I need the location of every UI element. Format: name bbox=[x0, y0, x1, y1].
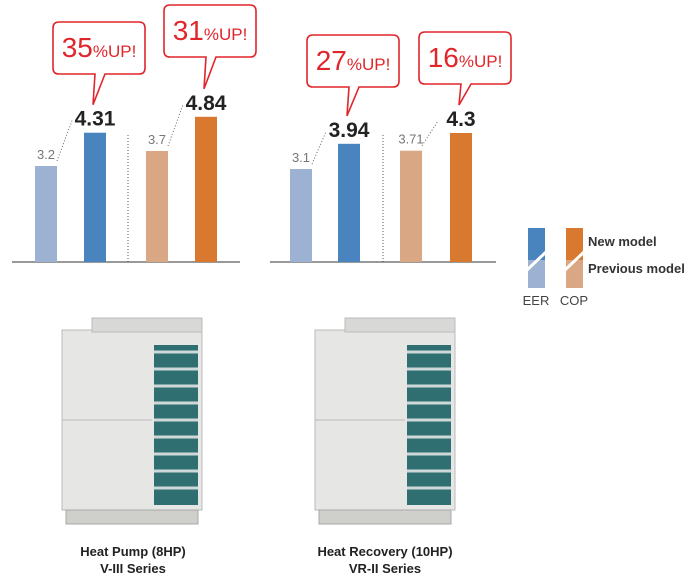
legend-label: Previous model bbox=[588, 261, 685, 276]
caption: VR-II Series bbox=[349, 561, 421, 576]
caption: V-III Series bbox=[100, 561, 166, 576]
unit-grille bbox=[154, 345, 198, 505]
legend-slash bbox=[525, 250, 548, 272]
unit-top bbox=[91, 317, 203, 333]
previous-value-label: 3.1 bbox=[292, 150, 310, 165]
legend-category: COP bbox=[560, 293, 588, 308]
previous-model-bar bbox=[35, 166, 57, 262]
previous-value-label: 3.7 bbox=[148, 132, 166, 147]
callout-text: 31%UP! bbox=[173, 15, 248, 46]
caption: Heat Pump (8HP) bbox=[80, 544, 185, 559]
previous-model-bar bbox=[146, 151, 168, 262]
legend-swatch-previous bbox=[566, 260, 583, 288]
new-model-bar bbox=[195, 116, 217, 262]
previous-value-label: 3.2 bbox=[37, 147, 55, 162]
connector bbox=[421, 120, 439, 146]
new-model-bar bbox=[84, 132, 106, 262]
legend-category: EER bbox=[523, 293, 550, 308]
callout-box bbox=[52, 21, 146, 105]
legend-swatch-new bbox=[566, 228, 583, 260]
previous-value-label: 3.71 bbox=[398, 132, 423, 147]
callout-text: 27%UP! bbox=[316, 45, 391, 76]
callout-box bbox=[418, 31, 512, 106]
callout-box bbox=[306, 34, 400, 117]
callout-box bbox=[163, 4, 257, 90]
legend-label: New model bbox=[588, 234, 657, 249]
new-value-label: 4.31 bbox=[75, 108, 116, 131]
caption: Heat Recovery (10HP) bbox=[317, 544, 452, 559]
unit-feet bbox=[318, 509, 452, 525]
callout-text: 35%UP! bbox=[62, 32, 137, 63]
legend-swatch-previous bbox=[528, 260, 545, 288]
previous-model-bar bbox=[290, 169, 312, 262]
previous-model-bar bbox=[400, 150, 422, 262]
connector bbox=[167, 104, 184, 147]
connector bbox=[56, 120, 73, 162]
new-value-label: 4.3 bbox=[446, 108, 475, 131]
callout-text: 16%UP! bbox=[428, 42, 503, 73]
product-image bbox=[61, 317, 203, 525]
new-model-bar bbox=[338, 143, 360, 262]
new-value-label: 3.94 bbox=[329, 119, 370, 142]
product-image bbox=[314, 317, 456, 525]
legend-swatch-new bbox=[528, 228, 545, 260]
connector bbox=[311, 131, 327, 165]
unit-grille bbox=[407, 345, 451, 505]
new-model-bar bbox=[450, 133, 472, 262]
new-value-label: 4.84 bbox=[186, 92, 227, 115]
unit-feet bbox=[65, 509, 199, 525]
legend-slash bbox=[563, 250, 586, 272]
unit-top bbox=[344, 317, 456, 333]
